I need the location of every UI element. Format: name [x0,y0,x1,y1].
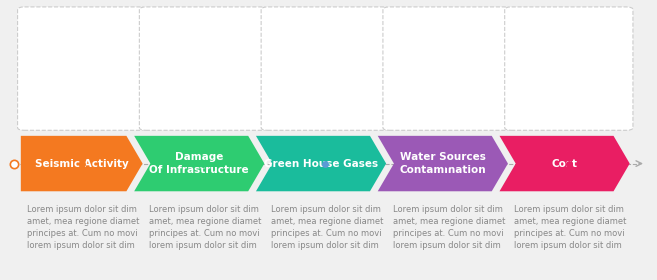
FancyBboxPatch shape [261,7,390,130]
Text: Lorem ipsum dolor sit dim
amet, mea regione diamet
principes at. Cum no movi
lor: Lorem ipsum dolor sit dim amet, mea regi… [271,205,383,249]
Text: Lorem ipsum dolor sit dim
amet, mea regione diamet
principes at. Cum no movi
lor: Lorem ipsum dolor sit dim amet, mea regi… [514,205,627,249]
Text: Lorem ipsum dolor sit dim
amet, mea regione diamet
principes at. Cum no movi
lor: Lorem ipsum dolor sit dim amet, mea regi… [393,205,505,249]
Polygon shape [256,136,386,191]
Text: Damage
Of Infrastructure: Damage Of Infrastructure [149,152,249,175]
Text: Lorem ipsum dolor sit dim
amet, mea regione diamet
principes at. Cum no movi
lor: Lorem ipsum dolor sit dim amet, mea regi… [28,205,140,249]
Text: Water Sources
Contamination: Water Sources Contamination [399,152,486,175]
Polygon shape [21,136,143,191]
Text: Lorem ipsum dolor sit dim
amet, mea regione diamet
principes at. Cum no movi
lor: Lorem ipsum dolor sit dim amet, mea regi… [149,205,261,249]
Text: Green House Gases: Green House Gases [264,158,378,169]
FancyBboxPatch shape [18,7,146,130]
Text: Seismic Activity: Seismic Activity [35,158,129,169]
FancyBboxPatch shape [505,7,633,130]
Text: Cost: Cost [552,158,578,169]
Polygon shape [378,136,508,191]
FancyBboxPatch shape [139,7,267,130]
Polygon shape [499,136,629,191]
FancyBboxPatch shape [383,7,511,130]
Polygon shape [134,136,264,191]
